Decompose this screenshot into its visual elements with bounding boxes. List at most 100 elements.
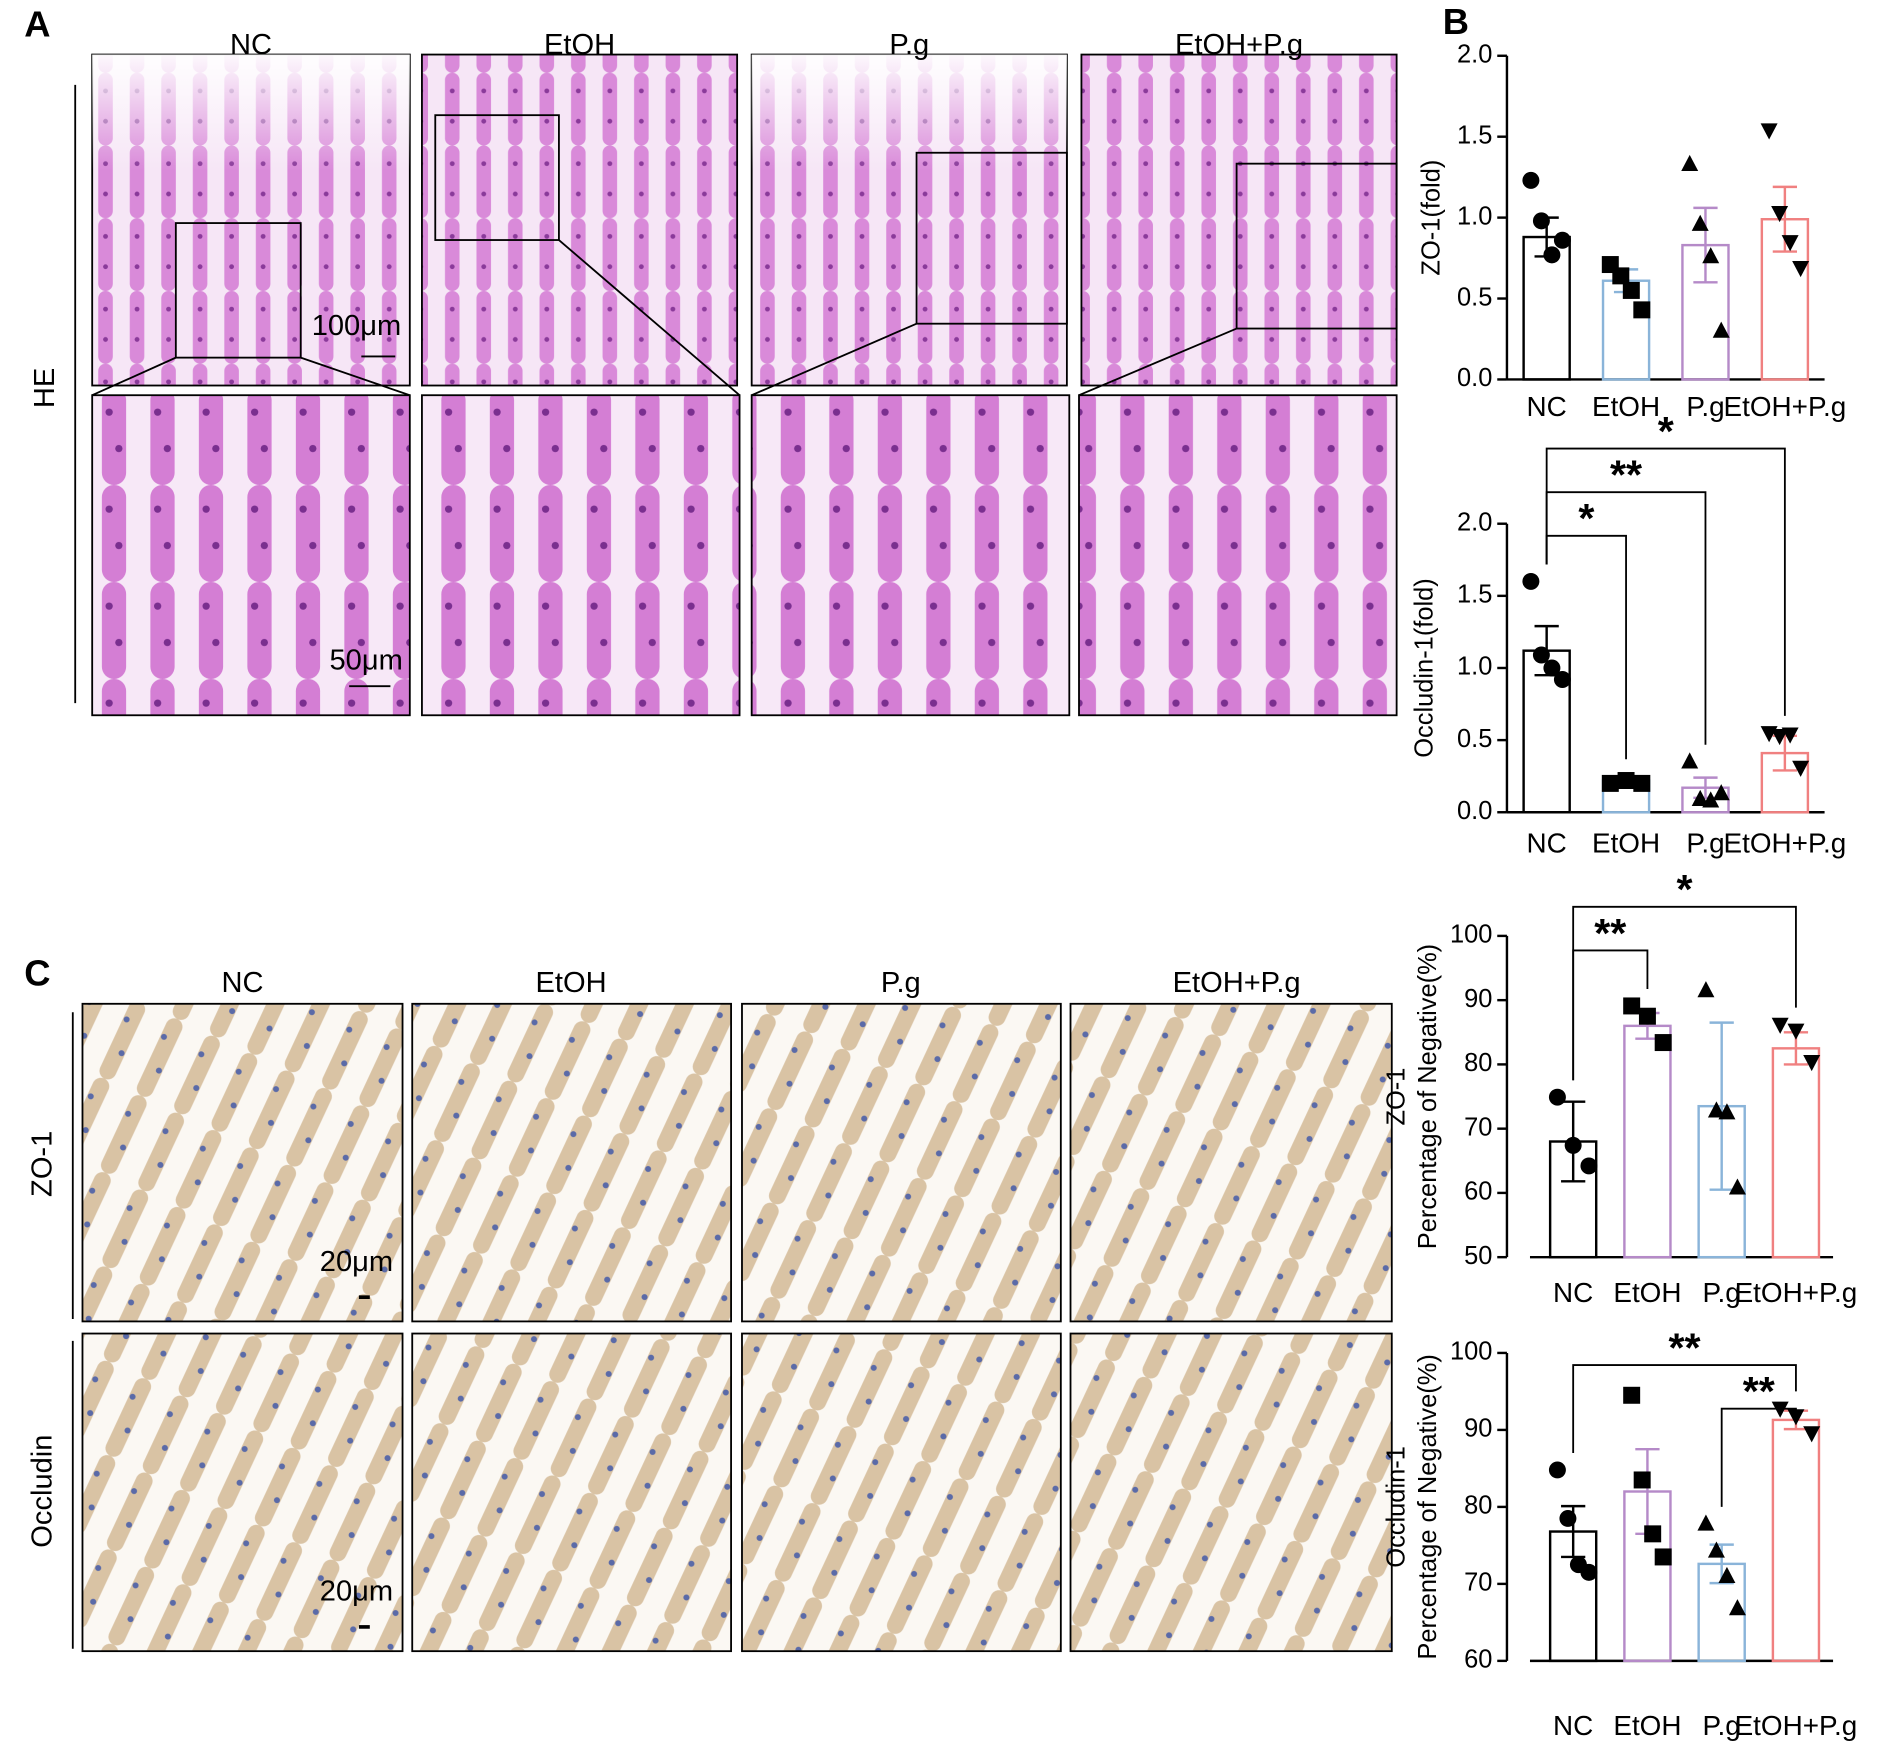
x-tick-label: P.g: [1686, 827, 1724, 858]
significance-label: *: [1578, 495, 1594, 541]
y-tick-label: 1.0: [1457, 202, 1492, 230]
significance-bracket: [1572, 949, 1649, 1081]
panel-label: B: [1443, 1, 1469, 42]
data-point: [1543, 246, 1561, 264]
data-point: [1654, 1548, 1672, 1566]
row-label: HE: [29, 368, 61, 408]
y-tick-label: 70: [1464, 1113, 1492, 1141]
data-point: [1771, 728, 1789, 746]
data-point: [1564, 1136, 1582, 1154]
micrograph: [1069, 1332, 1393, 1653]
data-point: [1728, 1178, 1746, 1195]
data-point: [1697, 981, 1715, 998]
data-point: [1638, 1007, 1656, 1025]
data-point: [1553, 231, 1571, 249]
y-tick-label: 2.0: [1457, 508, 1492, 536]
column-label: P.g: [881, 967, 921, 999]
data-point: [1792, 760, 1810, 777]
y-tick-label: 100: [1450, 921, 1492, 949]
data-point: [1702, 791, 1720, 808]
data-point: [1771, 1017, 1789, 1034]
significance-label: *: [1677, 866, 1693, 912]
row-label: Occludin: [26, 1435, 58, 1548]
x-tick-label: P.g: [1703, 1710, 1741, 1741]
data-point: [1623, 997, 1641, 1015]
y-tick-label: 80: [1464, 1049, 1492, 1077]
data-point: [1522, 572, 1540, 590]
significance-label: **: [1669, 1324, 1701, 1370]
x-tick-label: NC: [1553, 1710, 1593, 1741]
scale-bars: [358, 1295, 370, 1629]
y-axis-label: Percentage of Negative(%): [1414, 944, 1442, 1249]
data-point: [1771, 1401, 1789, 1418]
column-label: NC: [222, 967, 264, 999]
micrograph: [1080, 53, 1398, 387]
data-point: [1623, 1386, 1641, 1404]
x-tick-label: EtOH: [1592, 391, 1660, 422]
y-tick-label: 0.0: [1457, 364, 1492, 392]
significance-label: **: [1594, 910, 1626, 956]
micrograph: [81, 1332, 404, 1653]
x-tick-label: P.g: [1686, 391, 1724, 422]
data-point: [1803, 1426, 1821, 1443]
x-tick-label: NC: [1527, 827, 1567, 858]
micrograph: [741, 1332, 1062, 1653]
data-point: [1691, 789, 1709, 807]
significance-label: **: [1610, 452, 1642, 498]
micrograph: [1069, 1002, 1393, 1323]
row-label: ZO-1: [26, 1131, 58, 1197]
data-point: [1718, 1566, 1736, 1583]
data-point: [1787, 1023, 1805, 1040]
y-tick-label: 70: [1464, 1569, 1492, 1597]
x-tick-label: EtOH: [1613, 1277, 1681, 1308]
scale-label: 50μm: [330, 645, 403, 677]
data-point: [1681, 752, 1699, 769]
data-point: [1553, 671, 1571, 689]
column-label: EtOH: [536, 967, 607, 999]
data-point: [1781, 235, 1799, 252]
bar: [1623, 1024, 1672, 1259]
scale-label: 100μm: [312, 310, 402, 342]
data-point: [1654, 1034, 1672, 1052]
y-axis-label: Occludin-1(fold): [1410, 578, 1438, 758]
data-point: [1601, 774, 1619, 792]
y-axis-label: Percentage of Negative(%): [1414, 1354, 1442, 1659]
y-axis-label: Occludin-1: [1383, 1446, 1411, 1568]
charts: 0.00.51.01.52.0ZO-1(fold)NC EtOH P.gEtOH+P…: [1383, 40, 1858, 1740]
x-tick-label: EtOH+P.g: [1724, 391, 1847, 422]
data-point: [1617, 772, 1635, 789]
column-label: P.g: [889, 29, 929, 61]
x-tick-label: NC: [1527, 391, 1567, 422]
panel-label: A: [24, 3, 50, 44]
micrograph: [81, 1002, 404, 1323]
data-point: [1633, 774, 1651, 792]
column-label: EtOH+P.g: [1175, 29, 1303, 61]
significance-bracket: [1572, 905, 1797, 1081]
significance-bracket: [1572, 1364, 1797, 1453]
significance-bracket: [1545, 447, 1786, 716]
data-point: [1718, 1103, 1736, 1120]
data-point: [1580, 1563, 1598, 1581]
y-tick-label: 80: [1464, 1492, 1492, 1520]
scale-label: 20μm: [320, 1246, 393, 1278]
x-tick-label: EtOH+P.g: [1735, 1277, 1858, 1308]
significance-label: *: [1658, 408, 1674, 454]
bar: [1771, 1047, 1821, 1259]
column-label: EtOH+P.g: [1173, 967, 1301, 999]
data-point: [1760, 123, 1778, 140]
data-point: [1707, 1101, 1725, 1118]
y-tick-label: 1.5: [1457, 581, 1492, 609]
x-tick-label: EtOH: [1592, 827, 1660, 858]
y-axis-label: ZO-1(fold): [1418, 160, 1446, 276]
micrograph: [411, 1002, 732, 1323]
data-point: [1712, 321, 1730, 338]
data-point: [1559, 1509, 1577, 1527]
data-point: [1532, 646, 1550, 664]
data-point: [1712, 784, 1730, 801]
data-point: [1781, 727, 1799, 744]
data-point: [1707, 1541, 1725, 1558]
significance-bracket: [1720, 1407, 1797, 1507]
data-point: [1532, 212, 1550, 230]
significance-label: **: [1743, 1368, 1775, 1414]
data-point: [1681, 154, 1699, 171]
